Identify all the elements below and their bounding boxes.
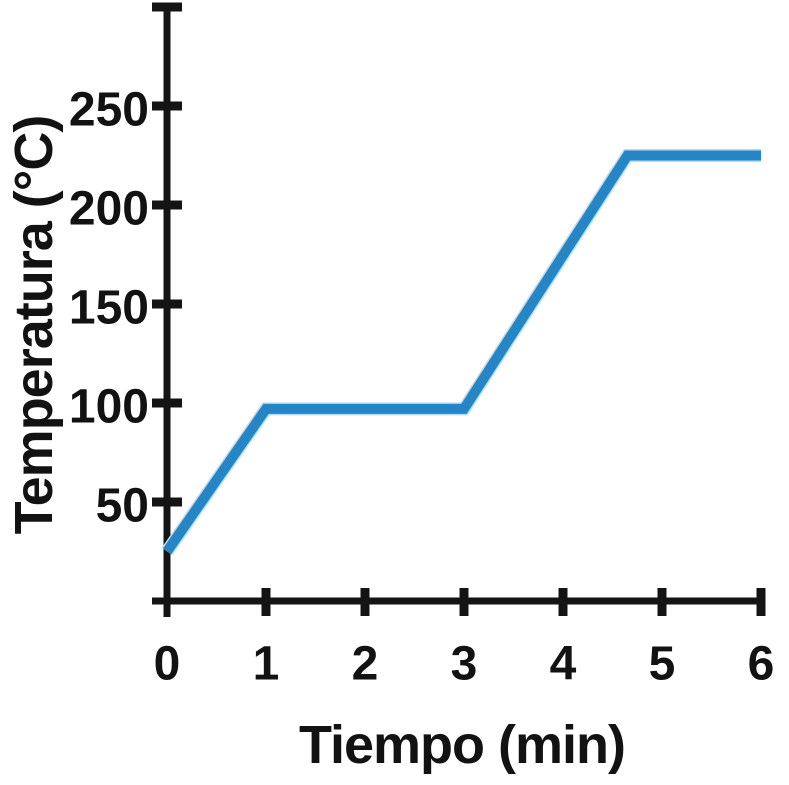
axis-ticks bbox=[152, 2, 766, 616]
x-tick-label-3: 3 bbox=[451, 638, 478, 691]
x-tick-label-4: 4 bbox=[550, 638, 577, 691]
y-axis-label: Temperatura (°C) bbox=[4, 116, 64, 535]
axes bbox=[152, 7, 765, 617]
y-tick-label-100: 100 bbox=[69, 381, 149, 434]
tick-labels: 50 100 150 200 250 0 1 2 3 4 5 6 bbox=[69, 84, 774, 691]
temperature-line-halo bbox=[161, 149, 761, 556]
x-tick-label-5: 5 bbox=[649, 638, 676, 691]
x-axis-label: Tiempo (min) bbox=[299, 715, 625, 775]
y-tick-label-200: 200 bbox=[69, 183, 149, 236]
x-tick-label-1: 1 bbox=[253, 638, 280, 691]
y-tick-label-150: 150 bbox=[69, 282, 149, 335]
temperature-line bbox=[162, 150, 761, 555]
y-tick-label-50: 50 bbox=[96, 480, 149, 533]
x-tick-label-6: 6 bbox=[748, 638, 775, 691]
x-tick-label-0: 0 bbox=[154, 638, 181, 691]
x-tick-label-2: 2 bbox=[352, 638, 379, 691]
y-tick-label-250: 250 bbox=[69, 84, 149, 137]
